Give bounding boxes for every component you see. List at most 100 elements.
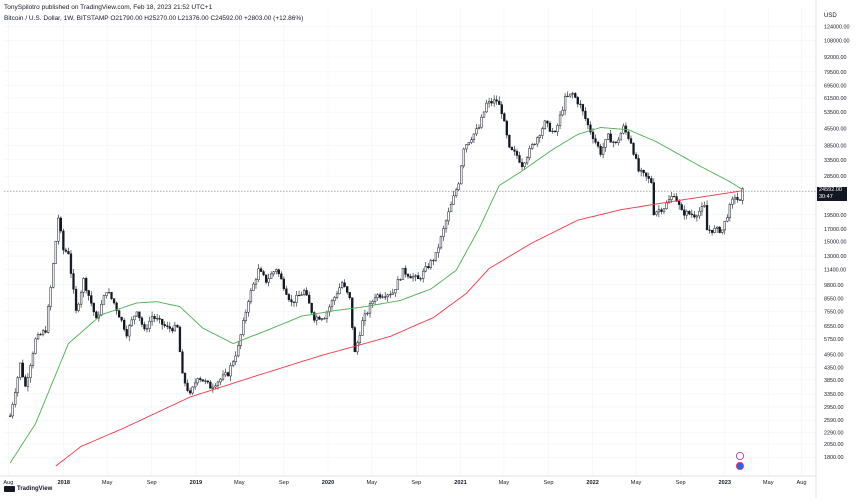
candle-body — [503, 113, 506, 122]
candle-body — [490, 101, 493, 104]
price-tick-label: 11400.00 — [824, 267, 846, 273]
candle-body — [232, 361, 235, 366]
candle-body — [716, 226, 719, 229]
candle-body — [482, 111, 486, 118]
symbol-legend[interactable]: Bitcoin / U.S. Dollar, 1W, BITSTAMP O217… — [4, 15, 303, 22]
candle-body — [52, 263, 55, 288]
candle-body — [612, 141, 615, 143]
candle-body — [650, 178, 653, 183]
price-tick-label: 33500.00 — [824, 158, 846, 164]
candle-body — [330, 300, 334, 308]
candle-body — [343, 282, 346, 287]
price-tick-label: 7550.00 — [824, 309, 844, 315]
time-tick-label: May — [631, 480, 642, 486]
sma-line-red — [55, 190, 743, 467]
candle-body — [120, 316, 123, 321]
candle-body — [700, 206, 704, 212]
candle-body — [348, 292, 351, 298]
candle-body — [325, 311, 329, 319]
candle-body — [515, 151, 519, 156]
candle-body — [561, 109, 564, 116]
candle-body — [698, 210, 701, 217]
candle-body — [462, 148, 465, 167]
candle-body — [54, 240, 57, 264]
symbol-name: Bitcoin / U.S. Dollar, 1W, BITSTAMP — [4, 15, 109, 22]
candle-body — [153, 316, 156, 319]
candle-body — [665, 202, 668, 210]
candle-body — [634, 154, 638, 159]
candle-body — [47, 306, 50, 333]
candle-body — [29, 365, 32, 378]
candle-body — [518, 155, 521, 163]
time-tick-label: May — [102, 480, 113, 486]
candle-body — [439, 236, 443, 249]
candle-body — [24, 376, 27, 387]
time-tick-label: Aug — [3, 480, 13, 486]
time-tick-label: Sep — [411, 480, 421, 486]
candle-body — [639, 169, 643, 172]
candle-body — [477, 127, 481, 129]
candle-body — [171, 328, 174, 332]
candle-body — [670, 196, 673, 200]
time-tick-label: 2018 — [58, 480, 70, 486]
axes: USD 124000.00 108000.00 92000.00 79500.00 695… — [0, 0, 849, 498]
event-markers — [735, 451, 744, 470]
candle-body — [614, 141, 617, 143]
candle-body — [39, 334, 42, 336]
tradingview-logo[interactable]: TradingView — [4, 486, 52, 492]
candle-body — [87, 290, 90, 296]
candle-body — [257, 268, 260, 281]
candle-body — [102, 295, 106, 305]
candle-body — [366, 312, 369, 315]
candle-body — [351, 297, 354, 328]
candle-body — [556, 125, 559, 133]
candle-body — [543, 120, 547, 129]
candle-body — [645, 172, 648, 177]
sma-line-green — [9, 127, 743, 464]
candle-body — [444, 220, 448, 229]
last-price-label: 24592.00 30:47 — [817, 187, 847, 202]
candle-body — [254, 279, 258, 285]
candle-body — [505, 120, 508, 136]
candle-body — [399, 279, 402, 281]
candle-body — [680, 204, 683, 211]
candle-body — [688, 211, 691, 215]
price-tick-label: 13000.00 — [824, 254, 846, 260]
price-tick-label: 3850.00 — [824, 378, 844, 384]
candle-body — [657, 209, 661, 213]
candle-body — [346, 286, 349, 293]
candle-body — [467, 142, 470, 145]
candle-body — [353, 327, 356, 353]
candle-body — [579, 103, 582, 105]
candle-body — [36, 334, 40, 340]
candle-body — [604, 139, 607, 148]
price-tick-label: 69500.00 — [824, 84, 846, 90]
candle-body — [424, 266, 427, 272]
candle-body — [176, 324, 179, 328]
candle-body — [287, 294, 291, 300]
candle-body — [396, 279, 400, 290]
candle-body — [247, 301, 250, 313]
candle-body — [447, 211, 450, 222]
candle-body — [695, 215, 699, 218]
candle-body — [472, 133, 476, 140]
candle-body — [449, 204, 453, 213]
candle-body — [455, 189, 458, 197]
time-tick-label: 2023 — [719, 480, 731, 486]
candle-body — [221, 374, 225, 380]
time-tick-label: Sep — [279, 480, 289, 486]
candle-body — [31, 353, 35, 366]
candle-body — [726, 217, 729, 222]
price-tick-label: 17000.00 — [824, 227, 846, 233]
candle-body — [112, 298, 116, 304]
candle-body — [710, 229, 714, 233]
candle-body — [57, 217, 60, 242]
candle-body — [495, 99, 498, 102]
candle-body — [721, 229, 724, 233]
candle-body — [406, 274, 410, 277]
candle-body — [404, 267, 407, 275]
candle-body — [563, 95, 567, 111]
candle-body — [434, 252, 438, 261]
candle-body — [95, 311, 98, 319]
